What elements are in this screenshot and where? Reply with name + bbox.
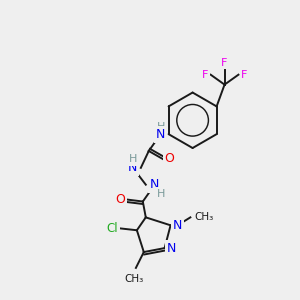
Text: N: N [156,128,165,141]
Text: Cl: Cl [106,222,118,235]
Text: H: H [129,154,137,164]
Text: N: N [150,178,159,191]
Text: F: F [221,58,228,68]
Text: O: O [115,193,125,206]
Text: CH₃: CH₃ [194,212,214,222]
Text: N: N [128,161,138,174]
Text: O: O [165,152,175,165]
Text: F: F [202,70,208,80]
Text: H: H [157,122,165,132]
Text: N: N [167,242,176,255]
Text: H: H [157,189,165,199]
Text: CH₃: CH₃ [124,274,143,284]
Text: F: F [241,70,248,80]
Text: N: N [173,219,182,232]
